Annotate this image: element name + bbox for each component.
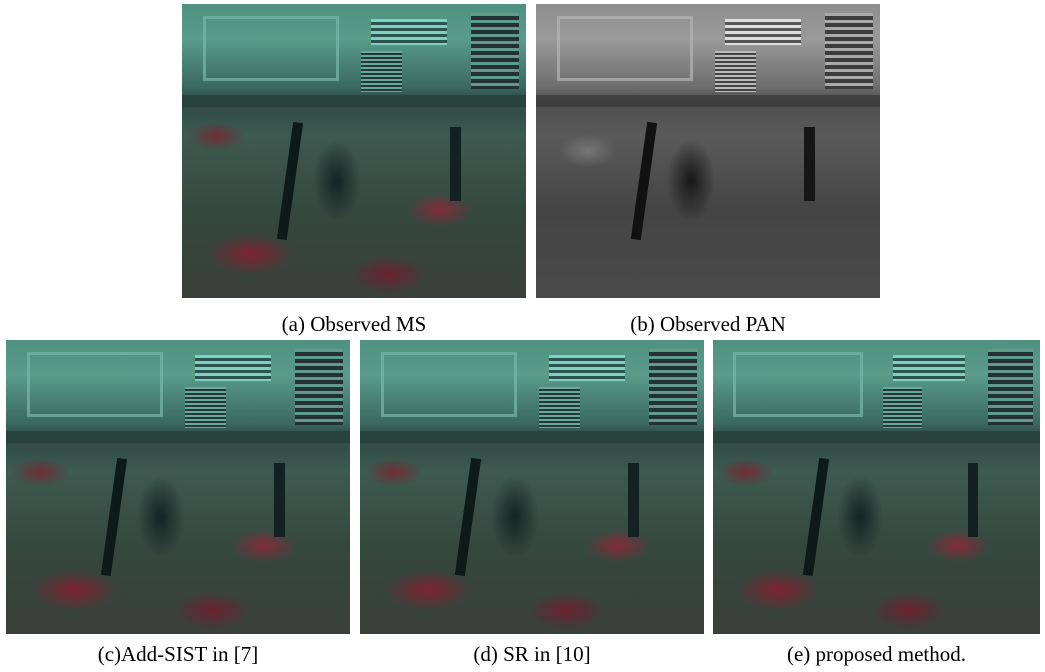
building (471, 13, 519, 89)
building (295, 349, 343, 425)
building (988, 349, 1034, 425)
image-pan (536, 4, 880, 298)
building (361, 51, 402, 92)
shadow (277, 121, 304, 239)
road (536, 95, 880, 107)
road (713, 431, 1040, 443)
image-sr (360, 340, 704, 634)
road (182, 95, 526, 107)
image-ms (182, 4, 526, 298)
shadow (101, 457, 128, 575)
road (6, 431, 350, 443)
shadow (628, 463, 638, 537)
building (825, 13, 873, 89)
shadow (804, 127, 814, 201)
caption: (b) Observed PAN (536, 312, 880, 337)
plot (557, 16, 694, 81)
building (649, 349, 697, 425)
shadow (631, 121, 658, 239)
plot (203, 16, 340, 81)
building (185, 387, 226, 428)
plot (733, 352, 863, 417)
building (883, 387, 922, 428)
shadow (803, 457, 829, 575)
caption: (e) proposed method. (713, 642, 1040, 667)
shadow (450, 127, 460, 201)
figure: (a) Observed MS (b) Observed PAN (c)Add-… (0, 0, 1045, 672)
image-proposed (713, 340, 1040, 634)
caption: (c)Add-SIST in [7] (6, 642, 350, 667)
roof (549, 355, 625, 381)
building (715, 51, 756, 92)
roof (371, 19, 447, 45)
shadow (455, 457, 482, 575)
plot (381, 352, 518, 417)
caption: (d) SR in [10] (360, 642, 704, 667)
plot (27, 352, 164, 417)
road (360, 431, 704, 443)
roof (893, 355, 965, 381)
roof (725, 19, 801, 45)
image-add-sist (6, 340, 350, 634)
shadow (968, 463, 978, 537)
building (539, 387, 580, 428)
roof (195, 355, 271, 381)
caption: (a) Observed MS (182, 312, 526, 337)
shadow (274, 463, 284, 537)
